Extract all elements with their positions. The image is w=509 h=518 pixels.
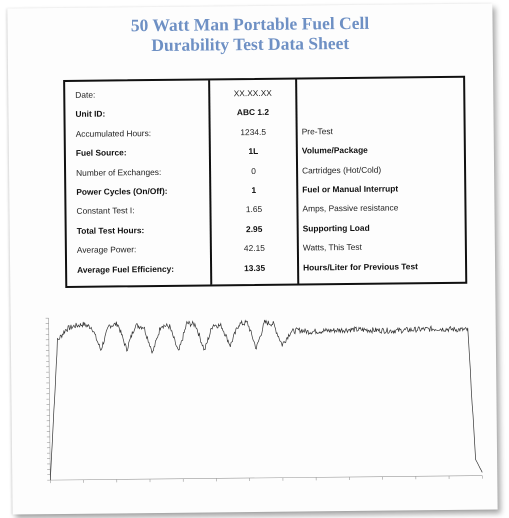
row-label: Date: <box>75 89 96 100</box>
power-over-time-chart <box>45 317 483 484</box>
row-note: Fuel or Manual Interrupt <box>302 183 399 195</box>
row-label: Constant Test I: <box>76 205 135 217</box>
row-label: Total Test Hours: <box>76 224 145 236</box>
row-label: Power Cycles (On/Off): <box>76 185 168 197</box>
row-note: Amps, Passive resistance <box>302 202 399 214</box>
row-label: Unit ID: <box>75 108 106 120</box>
x-axis <box>50 475 483 481</box>
row-note: Pre-Test <box>301 125 333 137</box>
row-value: 1.65 <box>245 204 263 215</box>
row-note: Volume/Package <box>301 144 368 156</box>
row-note: Supporting Load <box>302 222 370 234</box>
row-label: Average Power: <box>76 244 137 256</box>
row-note: Cartridges (Hot/Cold) <box>302 164 382 176</box>
chart-series-line <box>49 319 483 481</box>
data-sheet-page: 50 Watt Man Portable Fuel Cell Durabilit… <box>7 3 498 515</box>
page-title: 50 Watt Man Portable Fuel Cell Durabilit… <box>7 11 492 56</box>
test-data-table: Date: XX.XX.XX Unit ID: ABC 1.2 Accumulated … <box>63 75 468 288</box>
row-value: ABC 1.2 <box>236 107 270 118</box>
row-label: Fuel Source: <box>75 147 127 159</box>
row-value: 1234.5 <box>240 126 267 137</box>
row-label: Accumulated Hours: <box>75 127 152 139</box>
row-value: 42.15 <box>243 243 265 254</box>
row-note: Hours/Liter for Previous Test <box>303 260 418 273</box>
row-value: XX.XX.XX <box>233 87 272 99</box>
row-label: Number of Exchanges: <box>76 166 162 178</box>
row-value: 2.95 <box>245 223 263 234</box>
title-line-2: Durability Test Data Sheet <box>151 32 350 56</box>
row-label: Average Fuel Efficiency: <box>77 263 175 275</box>
row-value: 0 <box>251 165 256 176</box>
row-value: 13.35 <box>244 262 266 273</box>
row-note: Watts, This Test <box>302 242 362 253</box>
row-value: 1L <box>248 146 259 157</box>
row-value: 1 <box>251 184 257 196</box>
